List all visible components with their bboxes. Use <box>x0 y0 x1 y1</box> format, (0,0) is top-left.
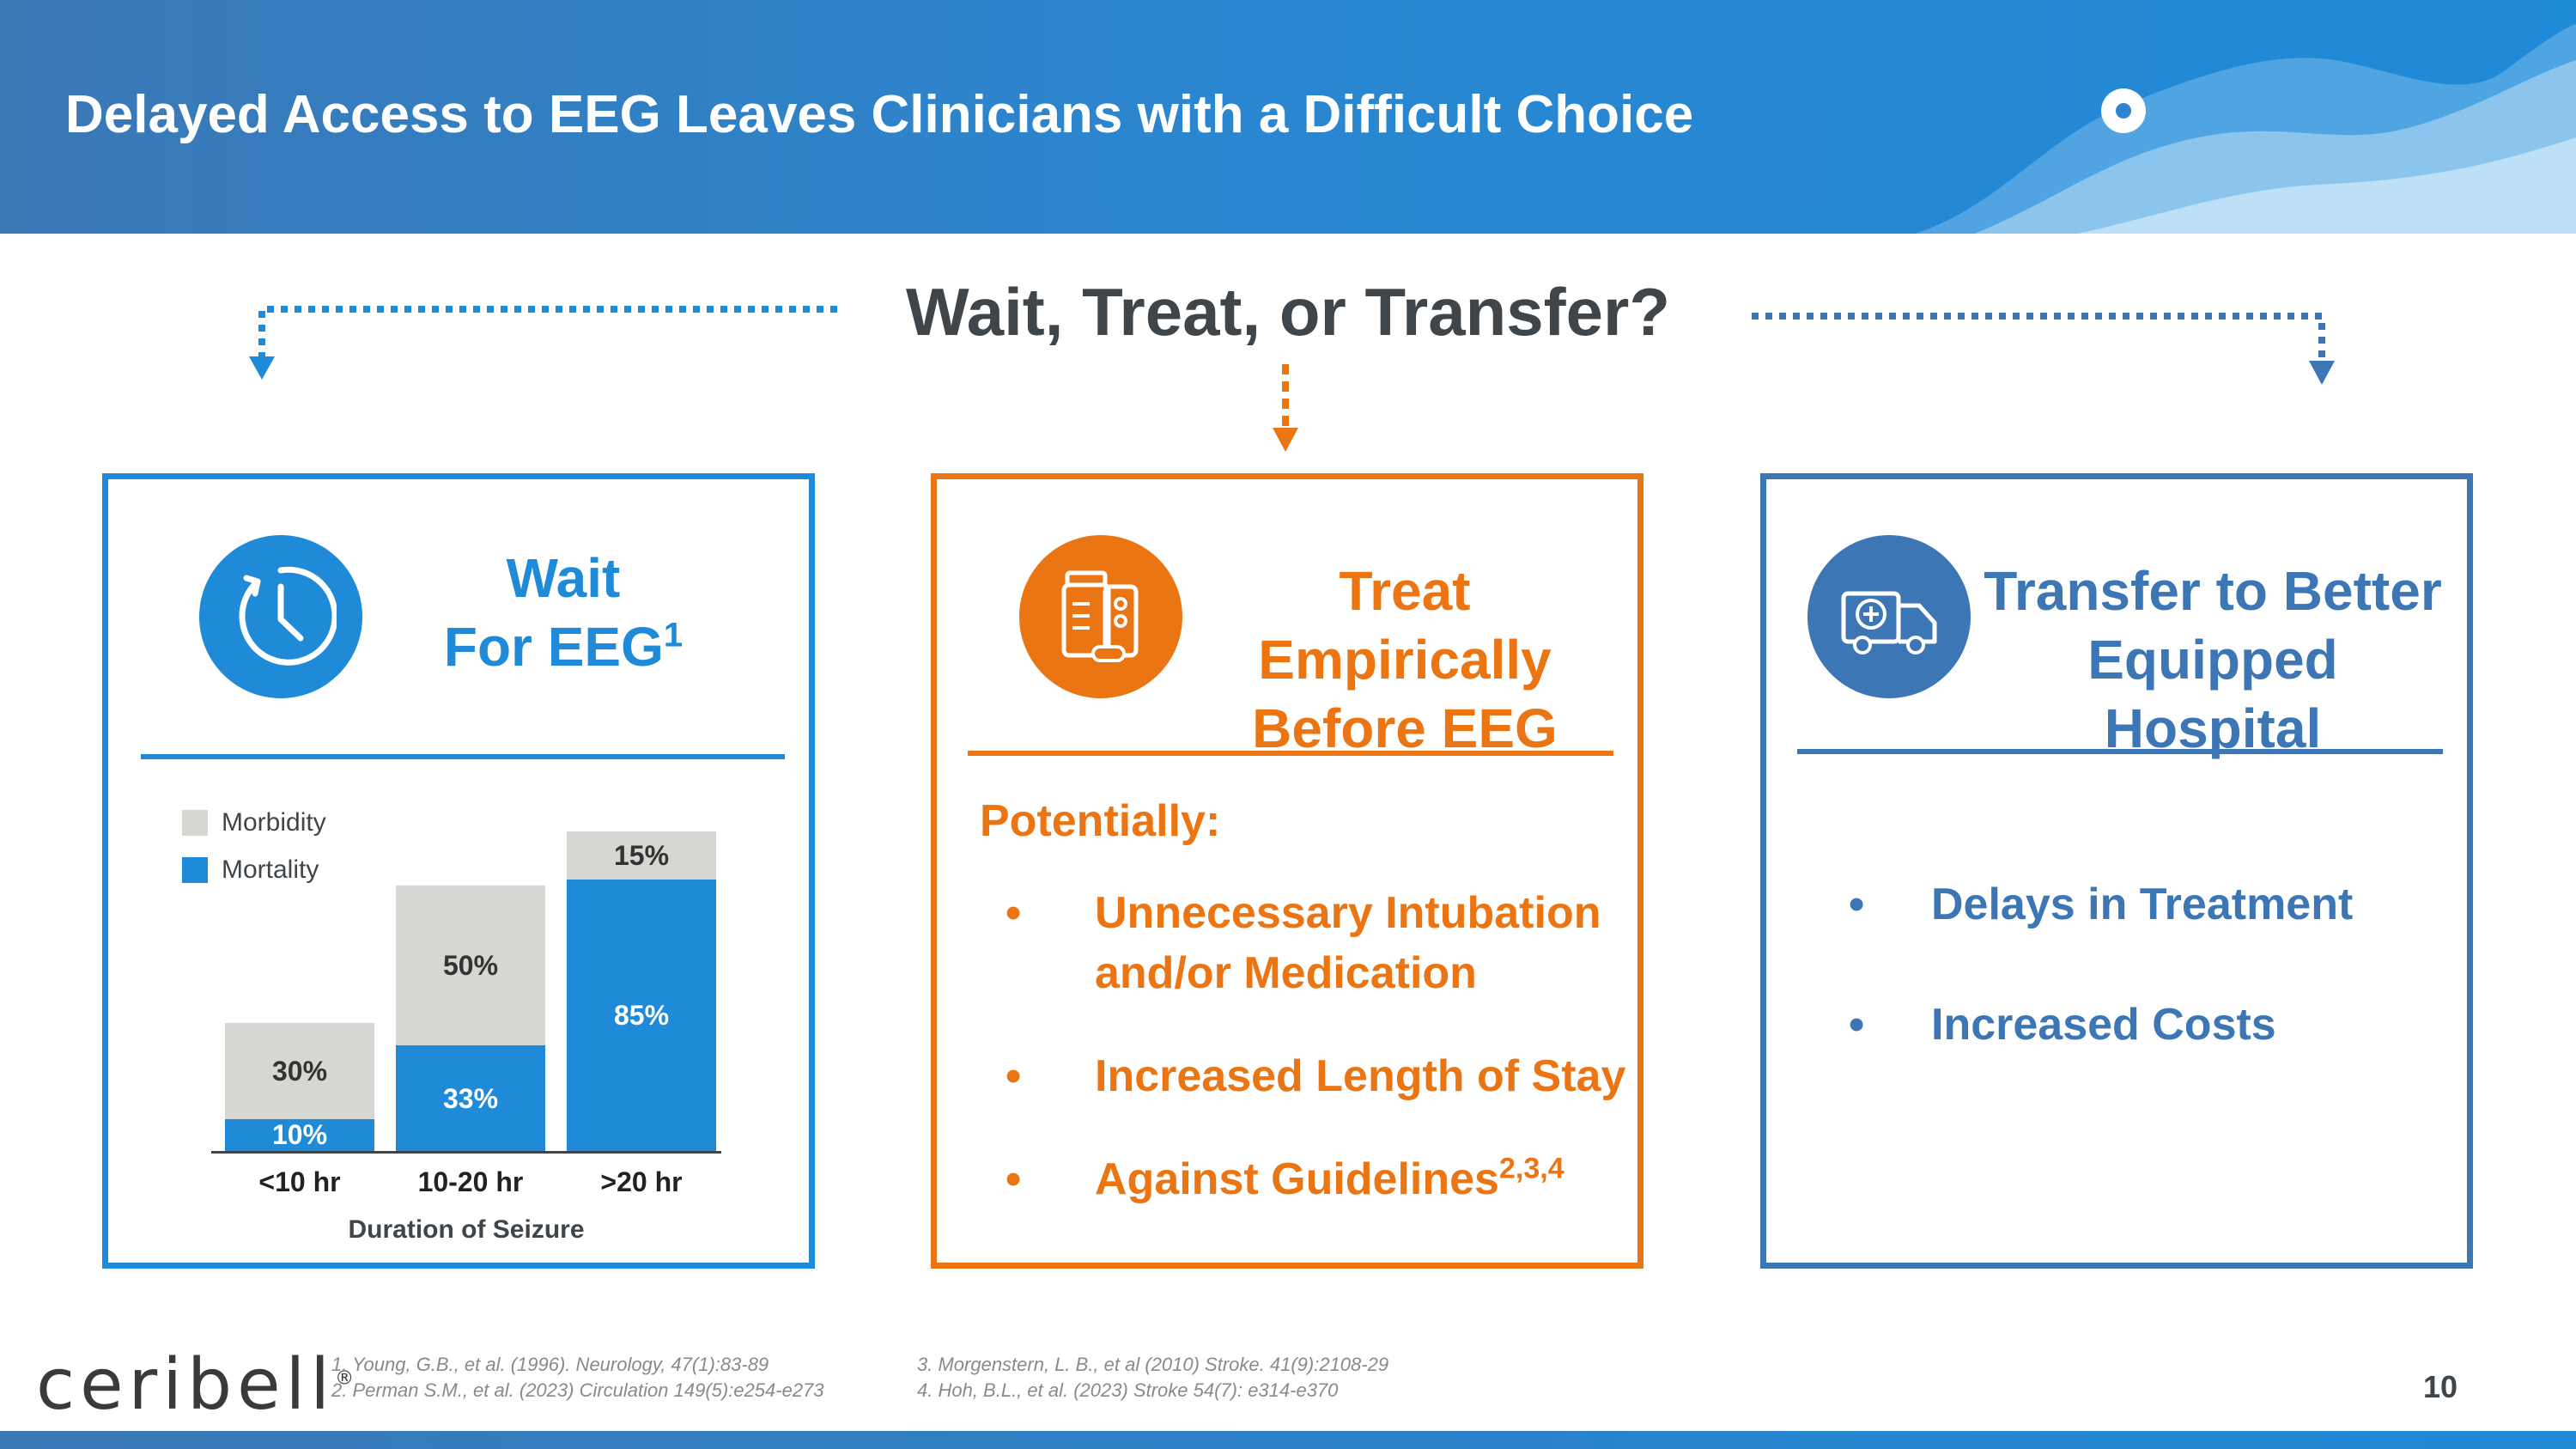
slide-title: Delayed Access to EEG Leaves Clinicians … <box>65 85 1694 144</box>
transfer-bullet-1-text: Delays in Treatment <box>1931 880 2354 929</box>
legend-label-mortality: Mortality <box>222 855 319 884</box>
ambulance-icon <box>1807 535 1971 698</box>
treat-bullet-1: • Unnecessary Intubation and/or Medicati… <box>1005 883 1601 1003</box>
transfer-divider <box>1797 749 2443 754</box>
legend-item-mortality: Mortality <box>182 855 319 885</box>
references-left: 1. Young, G.B., et al. (1996). Neurology… <box>331 1352 824 1403</box>
bar-mortality-2 <box>396 1045 545 1151</box>
left-dotted-arrow <box>249 306 837 380</box>
wait-title-text: For EEG <box>443 616 664 678</box>
legend-label-morbidity: Morbidity <box>222 808 326 837</box>
header-banner: Delayed Access to EEG Leaves Clinicians … <box>0 0 2576 234</box>
transfer-title-line1: Transfer to Better <box>1984 560 2442 622</box>
wait-panel: Wait For EEG1 Morbidity Mortality 10% 30%… <box>102 473 815 1269</box>
bar-mortality-3 <box>567 879 716 1151</box>
treat-bullet-1-line1: Unnecessary Intubation <box>1095 888 1601 938</box>
reference-2: 2. Perman S.M., et al. (2023) Circulatio… <box>331 1379 824 1401</box>
bar-label-morbidity-1: 30% <box>271 1056 328 1087</box>
wait-title-line2: For EEG1 <box>366 612 761 681</box>
treat-bullet-3: • Against Guidelines2,3,4 <box>1005 1149 1564 1209</box>
bar-mortality-1 <box>225 1118 374 1151</box>
x-tick-label-1: <10 hr <box>258 1166 341 1197</box>
transfer-bullet-1: • Delays in Treatment <box>1849 874 2353 935</box>
legend-item-morbidity: Morbidity <box>182 808 326 837</box>
bar-morbidity-3 <box>567 831 716 880</box>
connector-arrows <box>249 306 2335 452</box>
bullet-dot: • <box>1849 1000 1865 1050</box>
wait-title: Wait For EEG1 <box>366 544 761 681</box>
x-axis-line <box>211 1151 721 1154</box>
treat-title-line2: Before EEG <box>1252 697 1558 759</box>
treat-bullet-3-text: Against Guidelines2,3,4 <box>1095 1149 1564 1209</box>
bar-morbidity-2 <box>396 886 545 1046</box>
legend-swatch-mortality <box>182 857 208 883</box>
treat-divider <box>968 751 1613 756</box>
treat-bullet-2: • Increased Length of Stay <box>1005 1046 1625 1106</box>
bullet-dot: • <box>1005 888 1022 938</box>
x-axis-title: Duration of Seizure <box>348 1215 585 1244</box>
wait-divider <box>141 754 785 759</box>
treat-title: Treat Empirically Before EEG <box>1194 557 1615 763</box>
transfer-title-line2: Equipped Hospital <box>2087 629 2338 759</box>
treat-bullet-2-text: Increased Length of Stay <box>1095 1051 1626 1101</box>
right-dotted-arrow <box>1752 313 2335 385</box>
treat-panel: Treat Empirically Before EEG Potentially… <box>931 473 1643 1269</box>
bullet-dot: • <box>1005 1051 1022 1101</box>
logo-text: ceribell <box>36 1344 336 1426</box>
references-right: 3. Morgenstern, L. B., et al (2010) Stro… <box>917 1352 1388 1403</box>
transfer-bullet-2: • Increased Costs <box>1849 995 2276 1055</box>
reference-4: 4. Hoh, B.L., et al. (2023) Stroke 54(7)… <box>917 1379 1339 1401</box>
ceribell-logo: ceribell® <box>36 1344 354 1426</box>
treat-intro: Potentially: <box>980 796 1221 846</box>
reference-1: 1. Young, G.B., et al. (1996). Neurology… <box>331 1354 769 1375</box>
wave-decoration <box>1915 24 2576 234</box>
bullet-dot: • <box>1005 1154 1022 1204</box>
bar-label-mortality-2: 33% <box>442 1082 499 1114</box>
x-tick-label-2: 10-20 hr <box>417 1166 524 1197</box>
bar-label-mortality-3: 85% <box>613 999 670 1031</box>
wait-title-line1: Wait <box>506 547 621 609</box>
x-tick-label-3: >20 hr <box>600 1166 683 1197</box>
treat-bullet-3-label: Against Guidelines <box>1095 1154 1499 1204</box>
bullet-dot: • <box>1849 880 1865 929</box>
bar-morbidity-1 <box>225 1023 374 1119</box>
bar-label-mortality-1: 10% <box>271 1119 328 1151</box>
question-heading: Wait, Treat, or Transfer? <box>906 274 1670 350</box>
medication-icon <box>1019 535 1182 698</box>
bar-label-morbidity-3: 15% <box>613 839 670 871</box>
treat-title-line1: Treat Empirically <box>1258 560 1552 691</box>
page-number: 10 <box>2422 1369 2458 1404</box>
transfer-title: Transfer to Better Equipped Hospital <box>1981 557 2445 763</box>
bar-label-morbidity-2: 50% <box>442 950 499 982</box>
wait-title-citation: 1 <box>663 616 683 654</box>
center-dotted-arrow <box>1273 364 1298 452</box>
bottom-accent-bar <box>0 1431 2576 1449</box>
treat-bullet-1-text: Unnecessary Intubation and/or Medication <box>1095 883 1601 1003</box>
legend-swatch-morbidity <box>182 810 208 836</box>
transfer-panel: Transfer to Better Equipped Hospital • D… <box>1760 473 2473 1269</box>
treat-bullet-1-line2: and/or Medication <box>1095 948 1477 998</box>
treat-bullet-3-citation: 2,3,4 <box>1498 1152 1564 1185</box>
transfer-bullet-2-text: Increased Costs <box>1931 1000 2276 1050</box>
reference-3: 3. Morgenstern, L. B., et al (2010) Stro… <box>917 1354 1389 1375</box>
clock-icon <box>199 535 362 698</box>
logo-registered-mark: ® <box>335 1367 355 1390</box>
